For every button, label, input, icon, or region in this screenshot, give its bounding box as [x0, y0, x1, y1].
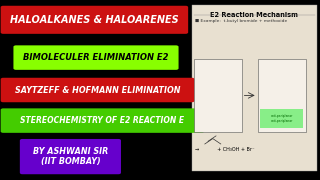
Text: STEREOCHEMISTRY OF E2 REACTION E: STEREOCHEMISTRY OF E2 REACTION E — [20, 116, 184, 125]
FancyBboxPatch shape — [1, 78, 195, 102]
Text: E2 Reaction Mechanism: E2 Reaction Mechanism — [211, 12, 298, 18]
FancyBboxPatch shape — [258, 58, 306, 132]
FancyBboxPatch shape — [192, 5, 317, 171]
Text: anti-periplanar
anti-periplanar: anti-periplanar anti-periplanar — [270, 114, 293, 123]
Text: →            + CH₃OH + Br⁻: → + CH₃OH + Br⁻ — [195, 147, 255, 152]
FancyBboxPatch shape — [1, 108, 204, 133]
FancyBboxPatch shape — [1, 6, 188, 34]
Text: SAYTZEFF & HOFMANN ELIMINATION: SAYTZEFF & HOFMANN ELIMINATION — [15, 86, 180, 94]
FancyBboxPatch shape — [13, 45, 179, 70]
Text: ■ Example:  t-butyl bromide + methoxide: ■ Example: t-butyl bromide + methoxide — [195, 19, 287, 23]
FancyBboxPatch shape — [194, 58, 242, 132]
Text: BIMOLECULER ELIMINATION E2: BIMOLECULER ELIMINATION E2 — [23, 53, 169, 62]
Text: HALOALKANES & HALOARENES: HALOALKANES & HALOARENES — [10, 15, 179, 25]
FancyBboxPatch shape — [20, 139, 121, 174]
Text: BY ASHWANI SIR
(IIT BOMBAY): BY ASHWANI SIR (IIT BOMBAY) — [33, 147, 108, 166]
FancyBboxPatch shape — [260, 109, 303, 128]
